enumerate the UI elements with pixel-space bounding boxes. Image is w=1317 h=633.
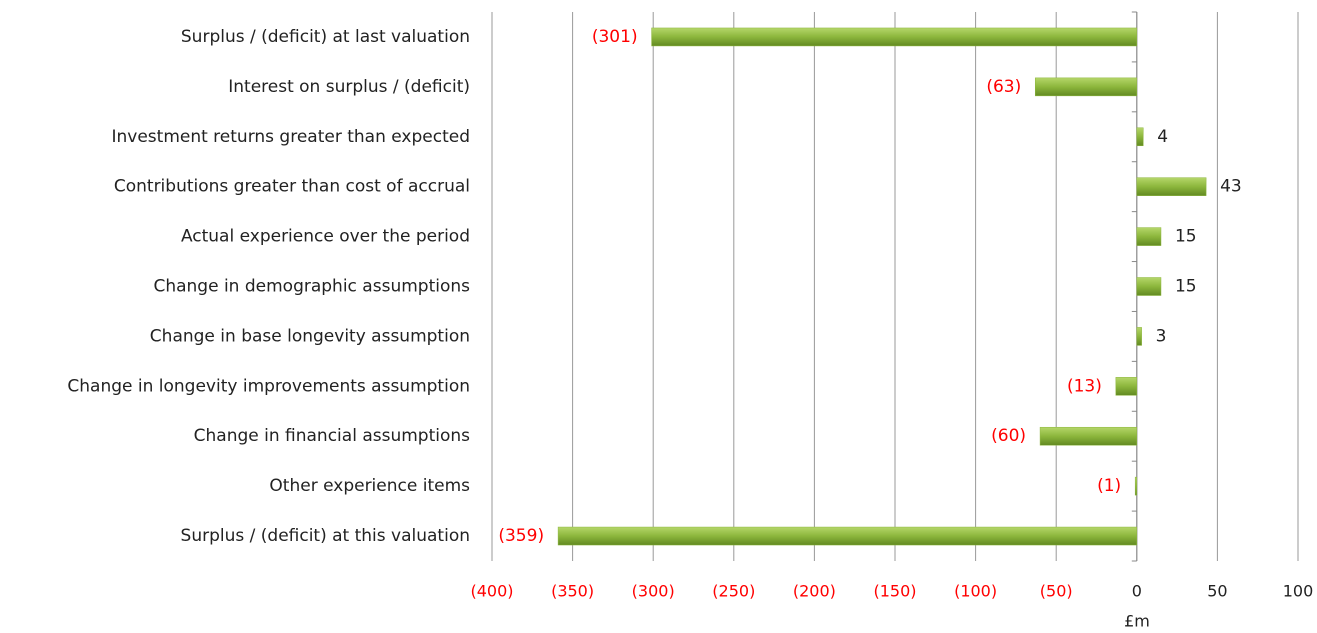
bar xyxy=(1039,426,1138,446)
bar xyxy=(1136,127,1144,147)
bar xyxy=(1136,277,1162,296)
x-tick-label: (150) xyxy=(873,582,916,601)
data-label: 4 xyxy=(1157,127,1168,147)
x-tick-label: (400) xyxy=(470,582,513,601)
data-label: (1) xyxy=(1097,476,1121,496)
data-label: 15 xyxy=(1175,227,1197,247)
x-tick-label: (50) xyxy=(1040,582,1073,601)
bar xyxy=(557,526,1138,546)
bar xyxy=(1136,177,1207,196)
x-tick-label: 100 xyxy=(1283,582,1314,601)
data-label: 15 xyxy=(1175,277,1197,297)
y-tick-label: Change in longevity improvements assumpt… xyxy=(67,376,470,396)
data-label: (301) xyxy=(592,27,638,47)
x-tick-label: 50 xyxy=(1207,582,1227,601)
y-tick-label: Contributions greater than cost of accru… xyxy=(114,177,470,197)
data-label: (60) xyxy=(991,426,1026,446)
data-label: (13) xyxy=(1067,376,1102,396)
y-tick-label: Change in base longevity assumption xyxy=(150,326,470,346)
data-label: 43 xyxy=(1220,177,1242,197)
y-tick-label: Change in financial assumptions xyxy=(194,426,471,446)
bar xyxy=(651,27,1138,47)
x-tick-label: (250) xyxy=(712,582,755,601)
data-label: (63) xyxy=(986,77,1021,97)
bar xyxy=(1134,476,1138,496)
data-label: 3 xyxy=(1156,326,1167,346)
x-tick-label: (100) xyxy=(954,582,997,601)
y-tick-label: Actual experience over the period xyxy=(181,227,470,247)
x-tick-label: (350) xyxy=(551,582,594,601)
x-tick-label: (200) xyxy=(793,582,836,601)
bar xyxy=(1034,77,1138,97)
x-axis-label: £m xyxy=(1124,612,1150,631)
bar xyxy=(1136,327,1142,346)
data-label: (359) xyxy=(498,526,544,546)
x-tick-label: (300) xyxy=(632,582,675,601)
y-tick-label: Interest on surplus / (deficit) xyxy=(228,77,470,97)
y-tick-label: Surplus / (deficit) at last valuation xyxy=(181,27,470,47)
bar xyxy=(1115,377,1138,396)
y-tick-label: Change in demographic assumptions xyxy=(153,277,470,297)
bar xyxy=(1136,227,1162,246)
y-tick-label: Surplus / (deficit) at this valuation xyxy=(181,526,470,546)
x-tick-label: 0 xyxy=(1132,582,1142,601)
y-tick-label: Other experience items xyxy=(269,476,470,496)
y-tick-label: Investment returns greater than expected xyxy=(111,127,470,147)
